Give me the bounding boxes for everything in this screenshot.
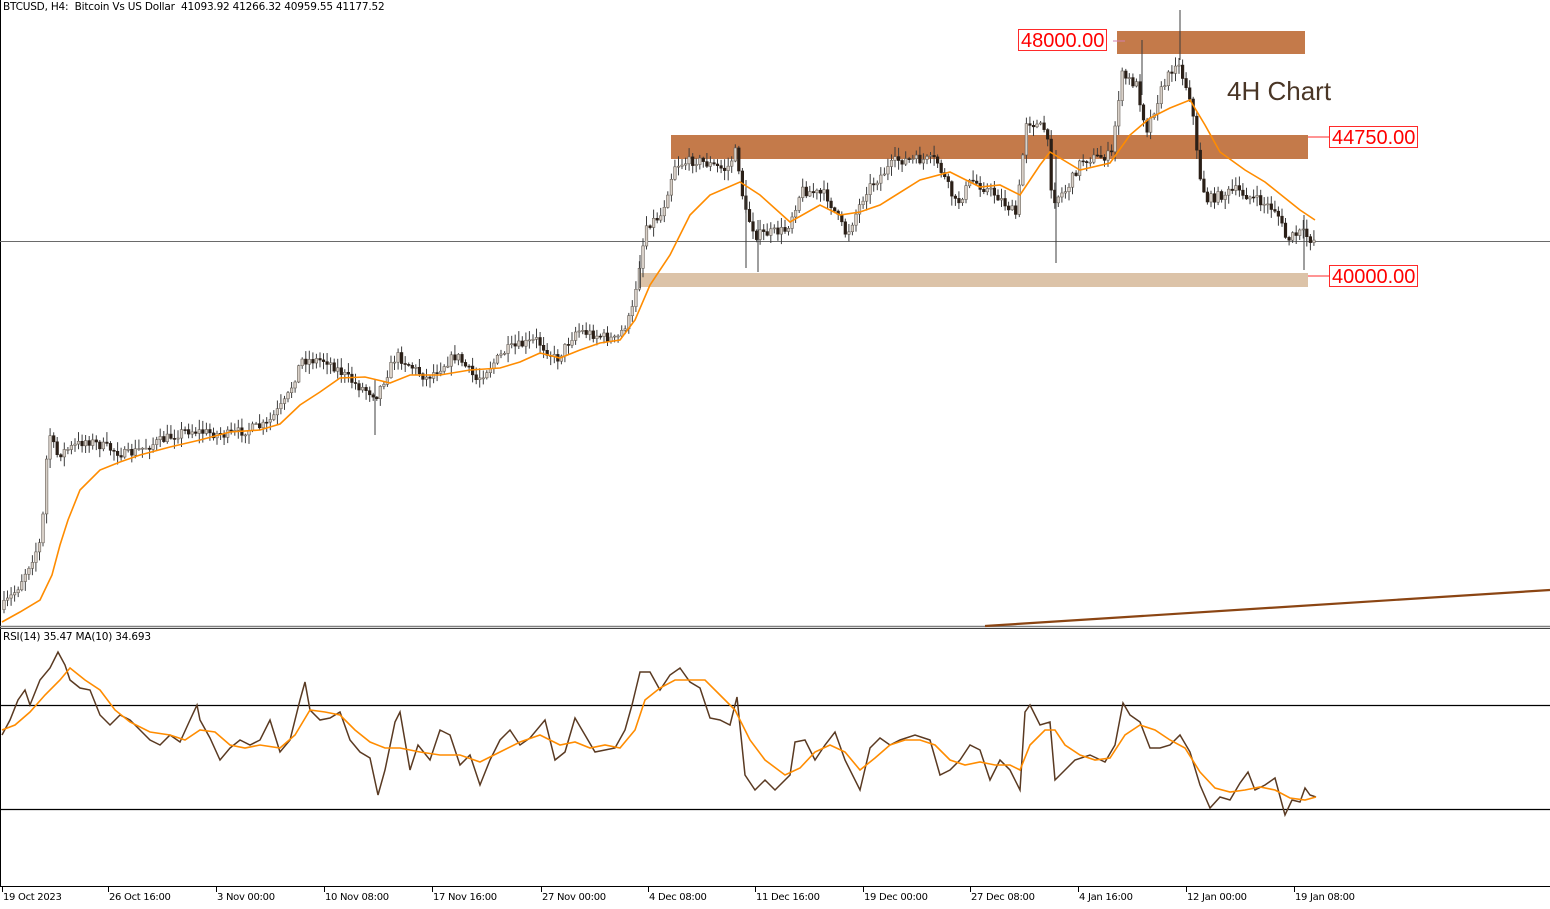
support-zone-40000[interactable] bbox=[641, 273, 1308, 287]
time-axis-label: 19 Oct 2023 bbox=[3, 892, 62, 903]
trend-line[interactable] bbox=[984, 588, 1550, 628]
time-axis-ticks bbox=[2, 887, 1295, 892]
time-axis-label: 17 Nov 16:00 bbox=[433, 892, 497, 903]
time-axis-label: 26 Oct 16:00 bbox=[109, 892, 171, 903]
time-axis-label: 4 Dec 08:00 bbox=[649, 892, 707, 903]
time-axis-label: 19 Jan 08:00 bbox=[1295, 892, 1355, 903]
time-axis-label: 27 Nov 00:00 bbox=[542, 892, 606, 903]
time-axis-label: 19 Dec 00:00 bbox=[864, 892, 928, 903]
moving-average-line bbox=[1, 99, 1316, 623]
time-axis-label: 11 Dec 16:00 bbox=[756, 892, 820, 903]
chart-annotation[interactable]: 4H Chart bbox=[1227, 76, 1332, 106]
rsi-line bbox=[1, 650, 1317, 818]
rsi-ma-line bbox=[1, 666, 1317, 801]
time-axis-label: 3 Nov 00:00 bbox=[217, 892, 275, 903]
level-label-44750[interactable]: 44750.00 bbox=[1329, 126, 1419, 149]
time-axis-label: 12 Jan 00:00 bbox=[1187, 892, 1247, 903]
resistance-zone-48000[interactable] bbox=[1117, 31, 1305, 54]
level-label-40000[interactable]: 40000.00 bbox=[1329, 265, 1419, 288]
candlestick-series bbox=[2, 10, 1316, 614]
time-axis-label: 27 Dec 08:00 bbox=[971, 892, 1035, 903]
rsi-header: RSI(14) 35.47 MA(10) 34.693 bbox=[3, 631, 151, 643]
time-axis-label: 10 Nov 08:00 bbox=[325, 892, 389, 903]
time-axis-label: 4 Jan 16:00 bbox=[1079, 892, 1133, 903]
level-label-48000[interactable]: 48000.00 bbox=[1018, 29, 1108, 52]
symbol-header: BTCUSD, H4: Bitcoin Vs US Dollar 41093.9… bbox=[3, 1, 385, 13]
